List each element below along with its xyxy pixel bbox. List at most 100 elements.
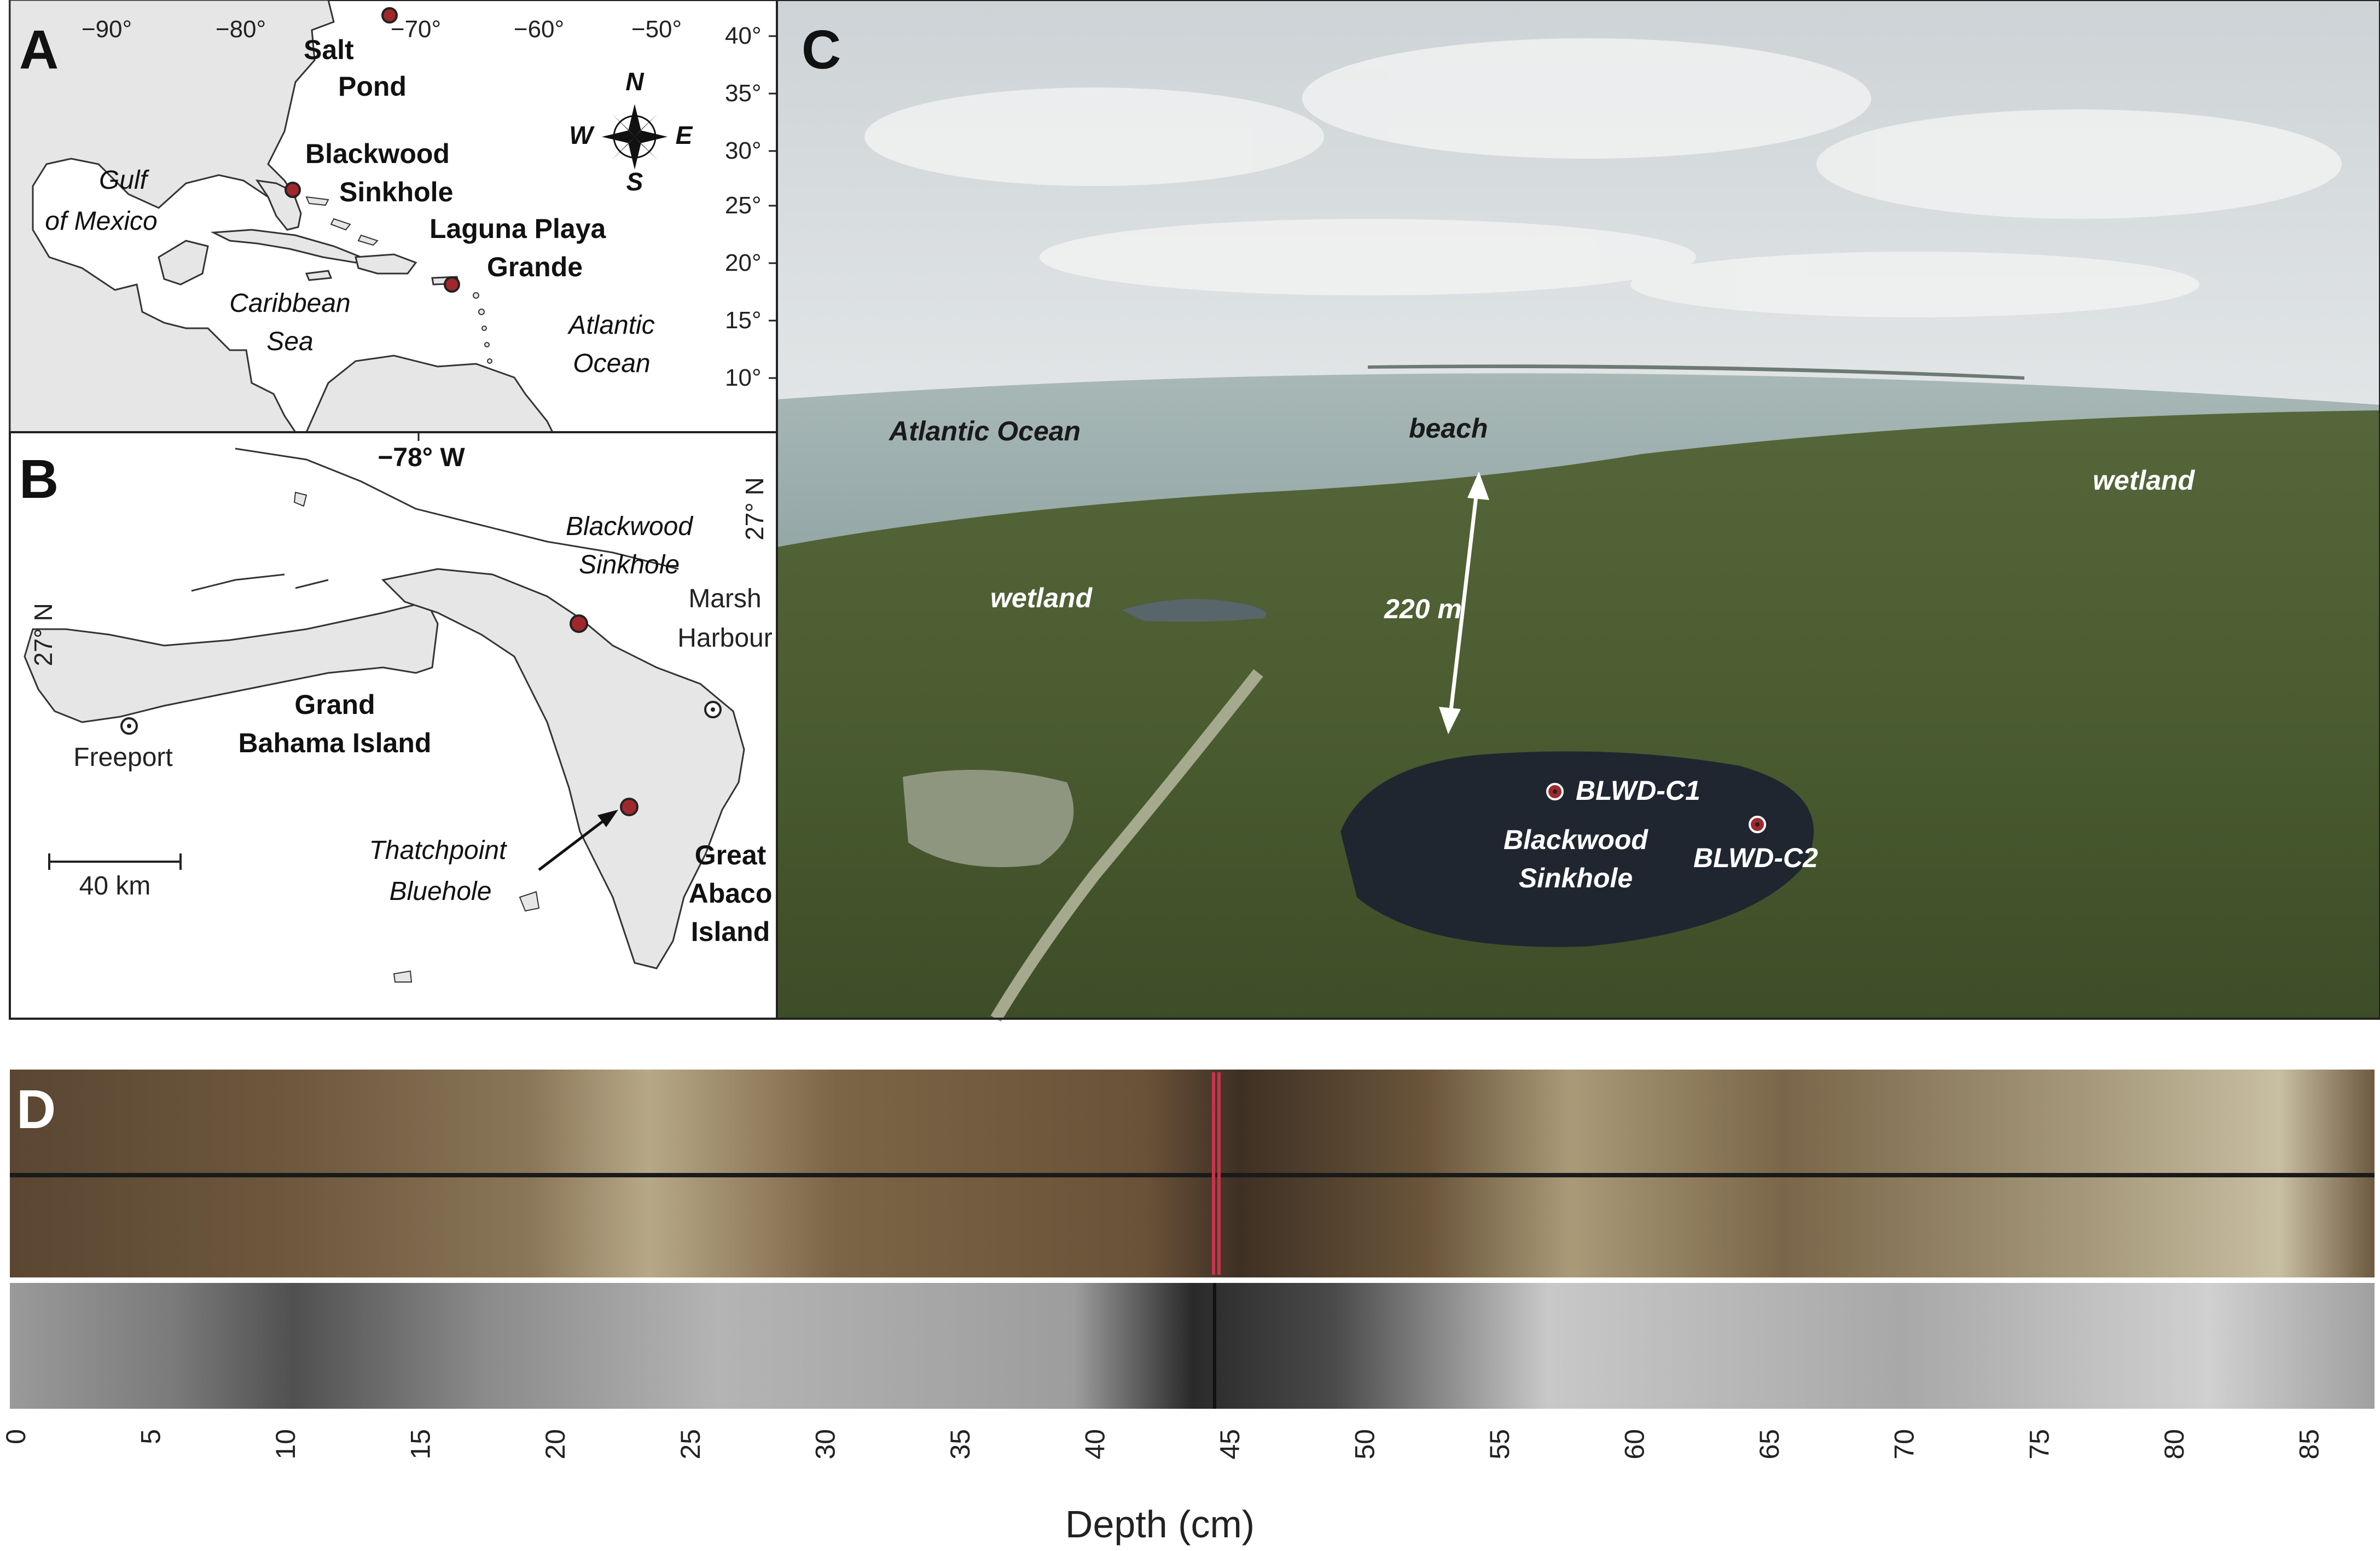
freeport-label: Freeport [73,743,172,772]
sinkhole-label: Sinkhole [1519,863,1633,893]
blackwood-label: Sinkhole [339,177,453,207]
salt-pond-label: Pond [338,71,407,102]
compass-w: W [569,121,595,149]
blackwood-label: Sinkhole [579,550,680,579]
depth-tick-label: 50 [1350,1429,1380,1460]
depth-tick-label: 35 [945,1429,976,1460]
distance-arrow [1439,472,1489,734]
depth-tick-label: 70 [1889,1429,1920,1460]
great-abaco-label: Abaco [689,878,773,909]
laguna-label: Grande [487,252,583,282]
blackwood-marker [285,182,301,198]
clearing [903,770,1074,867]
lesser-antilles [473,292,492,364]
depth-tick-label: 30 [810,1429,840,1460]
horizon-island [1368,364,2024,380]
marsh-harbour-dot [711,707,715,712]
caribbean-label: Caribbean [229,289,350,318]
scale-label: 40 km [79,872,151,901]
jamaica-island [305,270,333,281]
wetland-label: wetland [2093,465,2196,496]
compass-e: E [676,121,693,149]
depth-axis: 0 5 10 15 20 25 30 35 40 45 50 55 60 65 70 75 80 85 [1,1429,2324,1460]
north-america-landmass [9,0,335,433]
northern-cays [191,448,679,592]
blackwood-label: Blackwood [566,512,693,541]
compass-rose-icon [602,104,667,170]
core-ct-scan [10,1283,2375,1409]
freeport-dot [127,724,131,728]
lat-tick-label: 10° [725,364,762,391]
depth-tick-label: 10 [270,1429,301,1460]
panel-c-frame [776,0,2380,1020]
dirt-path [990,669,1263,1022]
salt-pond-marker [381,7,398,24]
laguna-marker [444,276,460,293]
cuba-island [210,229,363,264]
atlantic-label: Atlantic [567,311,654,340]
wetland-pool [1122,599,1266,622]
core-c2-dot [1755,822,1760,827]
depth-tick-label: 25 [675,1429,706,1460]
laguna-label: Laguna Playa [429,213,607,244]
lat-tick-label: 40° [725,22,762,49]
marsh-harbour-label: Marsh [688,584,761,613]
small-islets [293,491,540,983]
blackwood-marker [570,614,588,633]
blackwood-label: Blackwood [305,138,450,169]
lat-tick-label: 20° [725,249,762,276]
depth-tick-label: 45 [1215,1429,1245,1460]
panel-a-letter: A [19,19,59,80]
lat-tick-label: 35° [725,80,762,107]
core-c1-dot [1553,789,1557,794]
great-abaco-label: Island [691,916,770,947]
scale-bar [48,853,182,870]
vegetation [777,410,2380,1019]
depth-tick-label: 85 [2294,1429,2324,1460]
bahamas-islands [305,196,379,246]
blackwood-sinkhole-water [1340,751,1814,947]
sinkhole-label: Blackwood [1504,824,1648,855]
panel-b-letter: B [19,449,59,510]
panel-c-letter: C [802,19,841,80]
depth-tick-label: 5 [136,1429,166,1444]
grand-bahama-label: Grand [294,689,375,720]
atlantic-ocean-label: Atlantic Ocean [888,416,1081,446]
arrow-head-icon [597,810,618,827]
wetland-label: wetland [990,583,1093,613]
great-abaco-island [381,568,745,969]
panel-b-map: B −78° W 27° N 27° N Blackwood Sinkhole … [9,431,778,1020]
depth-axis-label: Depth (cm) [1065,1503,1255,1546]
depth-tick-label: 0 [1,1429,31,1444]
lat-tick-label: 15° [725,307,762,334]
depth-tick-label: 15 [405,1429,436,1460]
panel-a-map: −90° −80° −70° −60° −50° 40° 35° 30° 25°… [9,0,778,433]
lat-tick-label: 25° [725,192,762,219]
great-abaco-label: Great [695,840,767,870]
lat-label-right: 27° N [740,477,769,541]
thatchpoint-arrow [538,817,608,871]
gulf-label: Gulf [99,166,150,195]
grand-bahama-island [24,601,439,723]
panel-d-letter: D [16,1079,56,1140]
lat-label-left: 27° N [29,603,57,666]
lon-tick-label: −70° [391,16,441,43]
compass-s: S [626,167,643,196]
core-cut-marker [1212,1072,1221,1275]
lon-tick-label: −90° [82,16,132,43]
panel-d-core: D 0 5 10 15 20 25 30 35 40 45 50 55 60 65 70 75 80 85 Dep… [1,1070,2375,1546]
depth-tick-label: 65 [1754,1429,1785,1460]
lon-tick-label: −50° [631,16,682,43]
distance-label: 220 m [1384,594,1462,624]
atlantic-label: Ocean [573,349,650,378]
lon-tick-label: −60° [514,16,564,43]
grand-bahama-label: Bahama Island [239,728,432,758]
gulf-label: of Mexico [45,207,157,236]
yucatan-peninsula [158,240,209,286]
depth-tick-label: 55 [1484,1429,1515,1460]
south-america-landmass [305,355,554,433]
salt-pond-label: Salt [304,34,354,65]
hispaniola-island [355,253,417,275]
lon-tick-label: −80° [216,16,266,43]
marsh-harbour-label: Harbour [677,624,772,653]
